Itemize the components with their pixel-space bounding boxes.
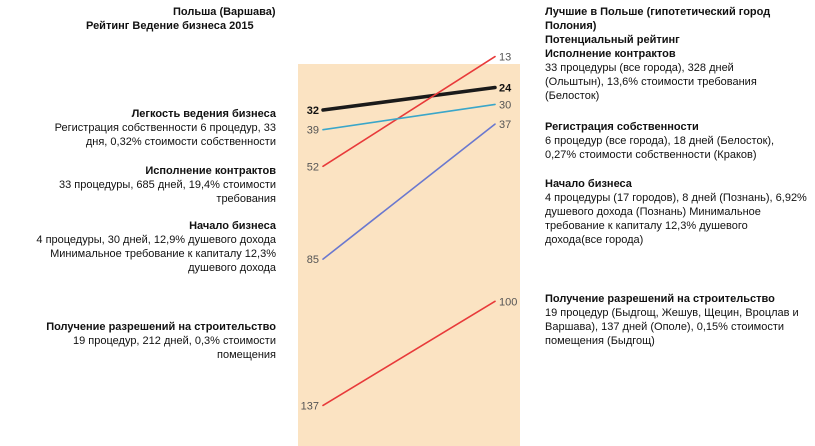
series-line-0 <box>321 85 497 112</box>
right-property-desc: 6 процедур (все города), 18 дней (Белост… <box>545 135 775 161</box>
end-value-label-3: 37 <box>499 119 511 131</box>
right-contracts-desc: 33 процедуры (все города), 328 дней (Оль… <box>545 62 757 102</box>
left-permits-desc: 19 процедур, 212 дней, 0,3% стоимости по… <box>72 335 276 361</box>
potential-ranking-label: Потенциальный рейтинг <box>545 34 680 46</box>
left-ease-desc: Регистрация собственности 6 процедур, 33… <box>54 122 276 148</box>
right-start-title: Начало бизнеса <box>545 178 632 190</box>
right-permits-title: Получение разрешений на строительство <box>545 293 775 305</box>
left-start-title: Начало бизнеса <box>189 220 276 232</box>
start-value-label-3: 85 <box>307 254 319 266</box>
left-permits-title: Получение разрешений на строительство <box>46 321 276 333</box>
best-in-poland-title: Лучшие в Польше (гипотетический город По… <box>545 6 771 32</box>
series-line-2 <box>322 103 496 131</box>
series-line-3 <box>322 123 496 260</box>
ranking-subtitle: Рейтинг Ведение бизнеса 2015 <box>86 20 254 32</box>
end-value-label-4: 100 <box>499 296 517 308</box>
country-title: Польша (Варшава) <box>173 6 276 18</box>
start-value-label-0: 32 <box>307 105 319 117</box>
left-start-desc: 4 процедуры, 30 дней, 12,9% душевого дох… <box>36 234 276 274</box>
series-line-4 <box>322 300 496 407</box>
start-value-label-2: 39 <box>307 125 319 137</box>
end-value-label-2: 30 <box>499 99 511 111</box>
right-permits-desc: 19 процедур (Быдгощ, Жешув, Щецин, Вроцл… <box>545 307 799 347</box>
start-value-label-4: 137 <box>301 400 319 412</box>
left-contracts-desc: 33 процедуры, 685 дней, 19,4% стоимости … <box>58 179 276 205</box>
right-contracts-title: Исполнение контрактов <box>545 48 676 60</box>
right-property-title: Регистрация собственности <box>545 121 699 133</box>
start-value-label-1: 52 <box>307 161 319 173</box>
chart-panel <box>298 64 520 446</box>
end-value-label-1: 13 <box>499 52 511 64</box>
series-line-1 <box>322 55 496 168</box>
left-contracts-title: Исполнение контрактов <box>145 165 276 177</box>
left-ease-title: Легкость ведения бизнеса <box>131 108 276 120</box>
right-start-desc: 4 процедуры (17 городов), 8 дней (Познан… <box>545 192 807 246</box>
end-value-label-0: 24 <box>499 83 512 95</box>
